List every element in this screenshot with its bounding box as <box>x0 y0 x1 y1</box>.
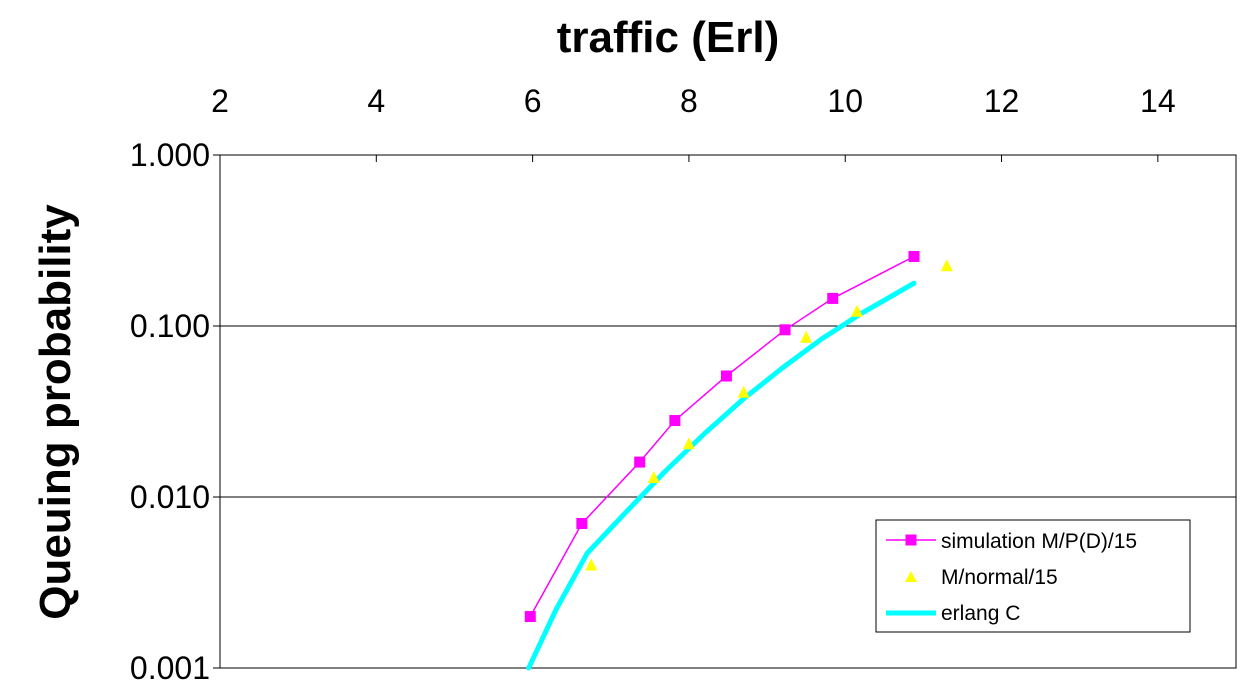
simulation-point <box>827 292 839 304</box>
normal-point <box>940 259 953 272</box>
series-simulation-line <box>529 255 915 617</box>
x-tick-label: 4 <box>367 83 385 119</box>
x-tick-label: 10 <box>827 83 863 119</box>
x-axis: 2 4 6 8 10 12 14 <box>211 83 1176 162</box>
y-axis: 0.001 0.010 0.100 1.000 <box>130 137 220 683</box>
simulation-point <box>634 456 646 468</box>
legend-label-erlang: erlang C <box>941 602 1020 625</box>
normal-point <box>800 330 813 343</box>
legend-swatch-normal-marker <box>905 571 917 582</box>
normal-point <box>585 558 598 571</box>
grid-layer <box>220 154 1236 669</box>
x-tick-label: 8 <box>680 83 698 119</box>
y-axis-title: Queuing probability <box>31 204 80 620</box>
series-layer <box>524 250 953 671</box>
x-tick-label: 6 <box>524 83 542 119</box>
legend-label-normal: M/normal/15 <box>941 566 1058 589</box>
x-tick-label: 2 <box>211 83 229 119</box>
y-tick-label: 0.010 <box>130 479 210 515</box>
legend-swatch-simulation-marker <box>905 534 917 546</box>
simulation-point <box>524 611 536 623</box>
simulation-point <box>779 324 791 336</box>
x-tick-label: 12 <box>984 83 1020 119</box>
y-tick-label: 0.100 <box>130 308 210 344</box>
normal-point <box>737 385 750 398</box>
y-tick-label: 0.001 <box>130 650 210 683</box>
legend: simulation M/P(D)/15 M/normal/15 erlang … <box>875 519 1191 633</box>
simulation-point <box>720 370 732 382</box>
normal-point <box>850 304 863 317</box>
legend-label-simulation: simulation M/P(D)/15 <box>941 530 1137 553</box>
normal-point <box>647 471 660 484</box>
x-axis-title: traffic (Erl) <box>557 13 779 62</box>
simulation-point <box>669 415 681 427</box>
x-tick-label: 14 <box>1140 83 1176 119</box>
simulation-point <box>576 517 588 529</box>
y-tick-label: 1.000 <box>130 137 210 173</box>
normal-point <box>682 437 695 450</box>
series-erlang-c-line <box>526 280 917 671</box>
simulation-point <box>908 250 920 262</box>
